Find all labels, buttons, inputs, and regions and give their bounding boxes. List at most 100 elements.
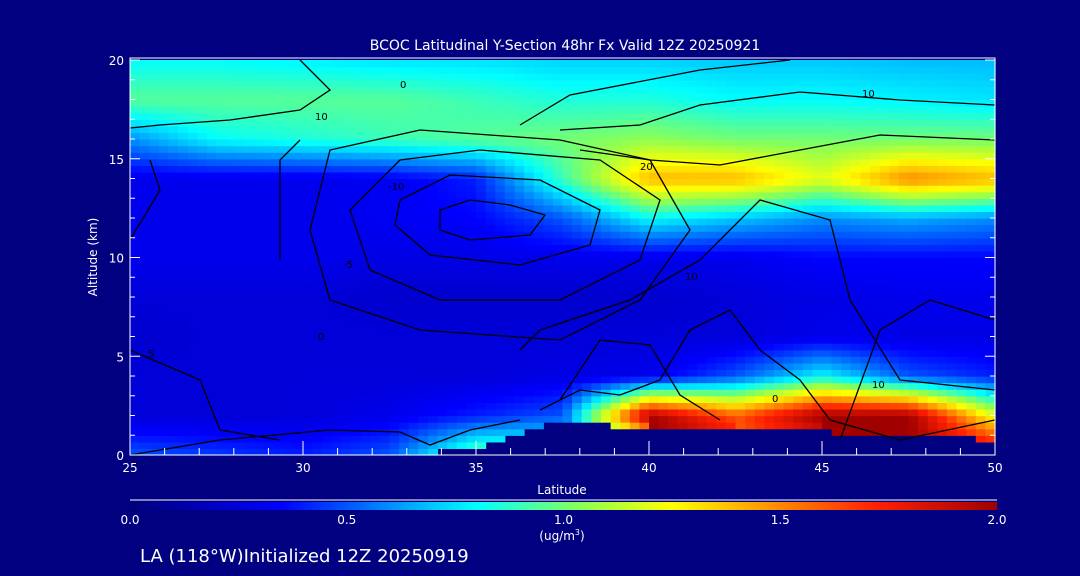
heatmap-cell — [274, 250, 285, 259]
heatmap-cell — [706, 237, 717, 245]
heatmap-cell — [735, 257, 746, 265]
heatmap-cell — [139, 244, 150, 252]
heatmap-cell — [524, 376, 535, 384]
heatmap-cell — [130, 349, 141, 357]
heatmap-cell — [158, 329, 169, 338]
heatmap-cell — [600, 264, 612, 272]
heatmap-cell — [130, 415, 141, 423]
heatmap-cell — [725, 244, 737, 252]
heatmap-cell — [745, 303, 756, 311]
heatmap-cell — [937, 329, 948, 338]
heatmap-cell — [312, 329, 323, 338]
heatmap-cell — [620, 158, 631, 166]
heatmap-cell — [149, 303, 160, 311]
heatmap-cell — [937, 139, 948, 147]
heatmap-cell — [283, 218, 294, 226]
heatmap-cell — [629, 158, 640, 166]
heatmap-cell — [937, 132, 948, 140]
heatmap-cell — [677, 336, 688, 344]
heatmap-cell — [206, 250, 218, 259]
heatmap-cell — [351, 218, 362, 226]
heatmap-cell — [975, 310, 986, 318]
heatmap-cell — [389, 250, 400, 259]
heatmap-cell — [331, 79, 342, 87]
heatmap-cell — [370, 441, 381, 449]
heatmap-cell — [408, 165, 419, 173]
heatmap-cell — [495, 125, 506, 133]
heatmap-cell — [562, 362, 573, 370]
heatmap-cell — [620, 244, 631, 252]
heatmap-cell — [206, 165, 218, 173]
heatmap-cell — [437, 336, 448, 344]
heatmap-cell — [552, 112, 564, 120]
heatmap-cell — [485, 204, 496, 212]
heatmap-cell — [533, 237, 544, 245]
heatmap-cell — [130, 402, 141, 410]
heatmap-cell — [524, 270, 535, 278]
heatmap-cell — [418, 316, 429, 324]
heatmap-cell — [283, 211, 294, 219]
heatmap-cell — [226, 402, 237, 410]
heatmap-cell — [456, 198, 467, 206]
heatmap-cell — [331, 185, 342, 193]
heatmap-cell — [437, 185, 448, 193]
heatmap-cell — [178, 145, 189, 153]
heatmap-cell — [831, 178, 842, 186]
heatmap-cell — [322, 244, 333, 252]
heatmap-cell — [389, 152, 400, 160]
heatmap-cell — [985, 297, 996, 305]
heatmap-cell — [668, 376, 679, 384]
heatmap-cell — [658, 349, 669, 357]
heatmap-cell — [533, 336, 544, 344]
heatmap-cell — [274, 362, 285, 370]
heatmap-cell — [264, 231, 275, 239]
heatmap-cell — [379, 270, 391, 278]
heatmap-cell — [447, 86, 458, 94]
heatmap-cell — [639, 250, 650, 259]
heatmap-cell — [629, 99, 640, 107]
heatmap-cell — [879, 224, 890, 232]
heatmap-cell — [716, 165, 727, 173]
heatmap-cell — [841, 257, 852, 265]
heatmap-cell — [879, 264, 890, 272]
heatmap-cell — [745, 277, 756, 285]
heatmap-cell — [841, 237, 852, 245]
heatmap-cell — [245, 218, 256, 226]
heatmap-cell — [168, 290, 179, 298]
heatmap-cell — [620, 73, 631, 81]
heatmap-cell — [831, 106, 842, 114]
heatmap-cell — [572, 316, 583, 324]
heatmap-cell — [504, 402, 515, 410]
heatmap-cell — [178, 395, 189, 403]
heatmap-cell — [937, 270, 948, 278]
heatmap-cell — [697, 369, 708, 377]
heatmap-cell — [764, 277, 775, 285]
heatmap-cell — [158, 323, 169, 331]
heatmap-cell — [793, 244, 804, 252]
heatmap-cell — [206, 415, 218, 423]
heatmap-cell — [158, 92, 169, 101]
heatmap-cell — [946, 237, 958, 245]
heatmap-cell — [245, 277, 256, 285]
heatmap-cell — [341, 79, 352, 87]
heatmap-cell — [793, 362, 804, 370]
heatmap-cell — [975, 152, 986, 160]
heatmap-cell — [303, 99, 314, 107]
heatmap-cell — [197, 277, 208, 285]
heatmap-cell — [600, 119, 612, 127]
heatmap-cell — [783, 310, 794, 318]
heatmap-cell — [379, 435, 391, 443]
heatmap-cell — [437, 218, 448, 226]
heatmap-cell — [773, 106, 785, 114]
heatmap-cell — [687, 408, 698, 417]
heatmap-cell — [639, 211, 650, 219]
heatmap-cell — [572, 395, 583, 403]
heatmap-cell — [841, 428, 852, 436]
heatmap-cell — [600, 283, 612, 291]
heatmap-cell — [591, 402, 602, 410]
heatmap-cell — [562, 349, 573, 357]
heatmap-cell — [341, 185, 352, 193]
heatmap-cell — [543, 145, 554, 153]
heatmap-cell — [178, 428, 189, 436]
heatmap-cell — [668, 323, 679, 331]
